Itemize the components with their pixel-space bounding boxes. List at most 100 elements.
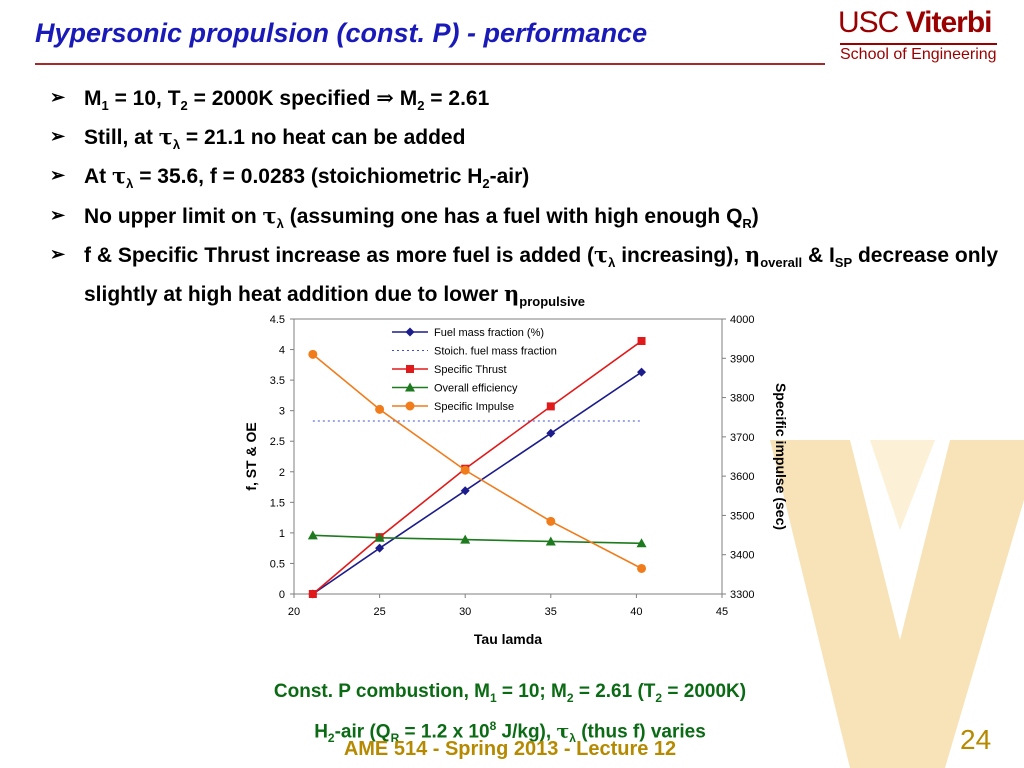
x-tick-label: 20: [288, 606, 300, 618]
caption-fragment: τ: [556, 720, 570, 743]
data-point: [637, 563, 647, 573]
y2-axis-title: Specific impulse (sec): [773, 383, 789, 530]
y-tick-label: 0: [279, 589, 285, 601]
caption-fragment: = 2.61 (T: [573, 681, 656, 702]
title-divider: [35, 63, 825, 65]
bullet-text-fragment: SP: [834, 254, 853, 270]
x-tick-label: 45: [716, 606, 728, 618]
bullet-text-fragment: τ: [262, 202, 277, 228]
caption-fragment: Const. P combustion, M: [273, 681, 490, 702]
page-number: 24: [960, 724, 992, 755]
bullet-text-fragment: τ: [112, 163, 127, 189]
y-axis-title: f, ST & OE: [243, 422, 259, 490]
bullet-text-fragment: M: [393, 87, 418, 110]
y2-tick-label: 3900: [730, 353, 754, 365]
data-point: [374, 532, 385, 542]
x-tick-label: 25: [373, 606, 385, 618]
slide-title: Hypersonic propulsion (const. P) - perfo…: [35, 18, 648, 48]
legend-label: Fuel mass fraction (%): [434, 327, 544, 339]
bullet-item: ➢ M1 = 10, T2 = 2000K specified ⇒ M2 = 2.…: [50, 82, 1000, 121]
bullet-text-fragment: f & Specific Thrust increase as more fue…: [84, 243, 594, 267]
bullet-arrow-icon: ➢: [50, 243, 66, 264]
y-tick-label: 4.5: [270, 314, 285, 326]
bullet-text-fragment: = 10, T: [108, 87, 181, 110]
bullet-text-fragment: 1: [101, 98, 109, 114]
data-point: [307, 530, 318, 540]
y-tick-label: 2: [279, 467, 285, 479]
data-point: [546, 402, 555, 411]
caption-fragment: H: [314, 721, 328, 743]
data-point: [545, 536, 556, 546]
data-point: [546, 516, 556, 526]
y2-tick-label: 3400: [730, 550, 754, 562]
bullet-text-fragment: λ: [276, 215, 284, 231]
y2-tick-label: 3700: [730, 432, 754, 444]
bullet-text-fragment: R: [742, 215, 752, 231]
bullet-text-fragment: decrease only slightly at high heat addi…: [84, 243, 999, 306]
bullet-text-fragment: λ: [126, 176, 134, 192]
bullet-text-fragment: Still, at: [84, 126, 159, 150]
y2-tick-label: 4000: [730, 314, 754, 326]
bullet-text-fragment: = 21.1 no heat can be added: [180, 126, 466, 150]
bullet-item: ➢ No upper limit on τλ (assuming one has …: [50, 200, 1000, 239]
data-point: [375, 543, 385, 553]
plot-area: [293, 318, 723, 595]
bullet-arrow-icon: ➢: [50, 204, 66, 225]
bullet-text-fragment: = 2000K specified: [187, 87, 377, 110]
caption-fragment: = 2000K): [662, 681, 747, 702]
bullet-text-fragment: λ: [172, 137, 181, 153]
y-tick-label: 0.5: [270, 558, 285, 570]
bullet-text-fragment: λ: [608, 254, 616, 270]
bullet-item: ➢ f & Specific Thrust increase as more fu…: [50, 239, 1000, 317]
legend-label: Stoich. fuel mass fraction: [434, 346, 557, 358]
bullet-text-fragment: propulsive: [519, 294, 586, 310]
data-point: [460, 534, 471, 544]
legend-marker: [405, 401, 415, 411]
legend-label: Overall efficiency: [434, 383, 518, 395]
legend-label: Specific Impulse: [434, 401, 514, 413]
bullet-text-fragment: 2: [180, 98, 188, 114]
logo-school-text: School of Engineering: [840, 43, 997, 64]
bullet-item: ➢ Still, at τλ = 21.1 no heat can be adde…: [50, 121, 1000, 160]
bullet-text-fragment: -air): [489, 165, 530, 189]
bullet-arrow-icon: ➢: [50, 126, 66, 147]
bullet-text-fragment: (assuming one has a fuel with high enoug…: [283, 204, 743, 228]
caption-fragment: (thus f) varies: [575, 721, 706, 743]
data-point: [636, 538, 647, 548]
bullet-text-fragment: η: [744, 241, 761, 267]
data-point: [375, 404, 385, 414]
y2-tick-label: 3800: [730, 393, 754, 405]
y2-tick-label: 3500: [730, 510, 754, 522]
caption-fragment: = 10; M: [496, 681, 567, 702]
y2-tick-label: 3600: [730, 471, 754, 483]
legend-label: Specific Thrust: [434, 364, 507, 376]
caption-fragment: 2: [327, 730, 335, 745]
caption-fragment: 2: [566, 690, 574, 705]
bullet-text-fragment: ): [751, 204, 759, 228]
bullet-text-fragment: τ: [158, 124, 173, 150]
bullet-text-fragment: At: [84, 165, 112, 189]
legend-marker: [405, 327, 415, 337]
bullet-text-fragment: 2: [482, 176, 490, 192]
bullet-text-fragment: & I: [802, 243, 835, 267]
usc-viterbi-logo: USC Viterbi School of Engineering: [838, 6, 1008, 64]
x-axis-title: Tau lamda: [474, 631, 542, 647]
x-tick-label: 30: [459, 606, 471, 618]
bullet-text-fragment: = 35.6, f = 0.0283 (stoichiometric H: [133, 165, 483, 189]
bullet-item: ➢ At τλ = 35.6, f = 0.0283 (stoichiometri…: [50, 160, 1000, 199]
footer-course-label: AME 514 - Spring 2013 - Lecture 12: [343, 738, 677, 760]
bullet-text-fragment: η: [504, 280, 520, 306]
data-point: [637, 367, 647, 377]
caption-fragment: 1: [489, 690, 497, 705]
bullet-text-fragment: M: [84, 87, 102, 110]
caption-line-2: H2-air (QR = 1.2 x 108 J/kg), τλ (thus f…: [150, 712, 870, 752]
y-tick-label: 2.5: [270, 436, 285, 448]
bullet-arrow-icon: ➢: [50, 87, 66, 107]
caption-fragment: -air (Q: [334, 721, 391, 743]
caption-fragment: 8: [489, 718, 497, 733]
data-point: [460, 465, 470, 475]
bullet-text-fragment: = 2.61: [424, 87, 490, 110]
data-point: [637, 337, 646, 345]
